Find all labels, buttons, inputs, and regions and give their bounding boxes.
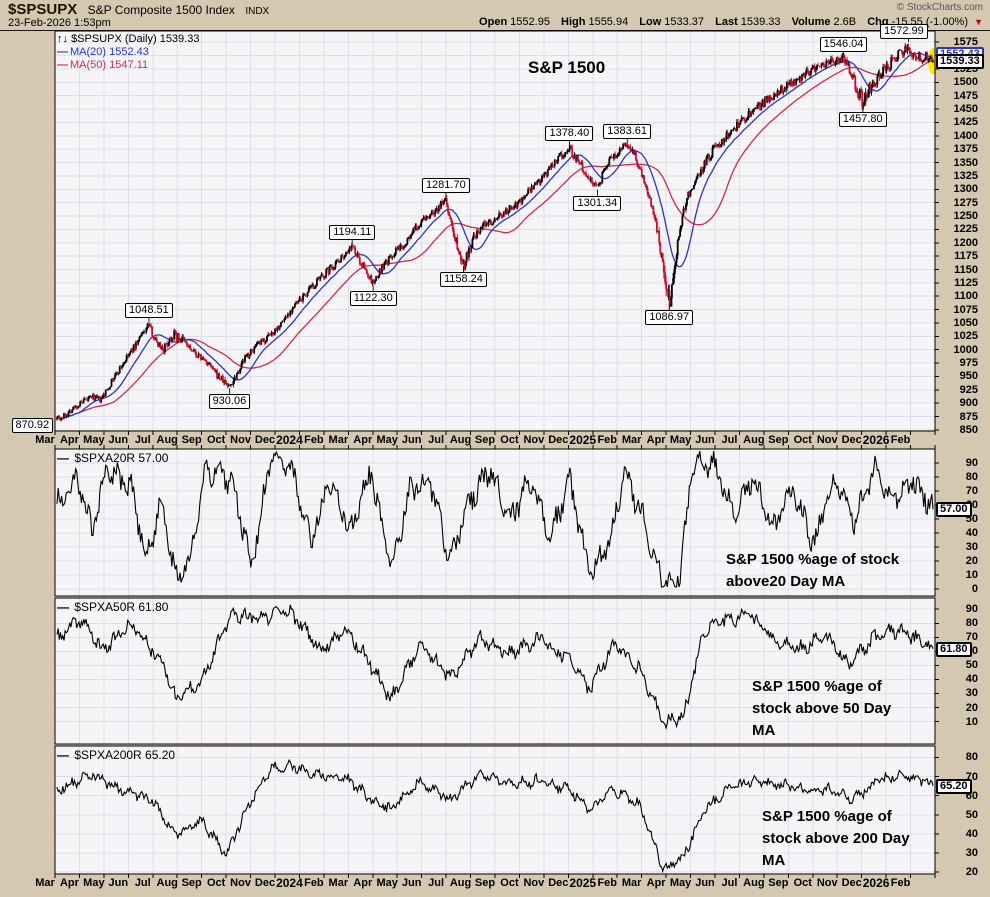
chart-datetime: 23-Feb-2026 1:53pm [8,17,111,29]
spxa50r-value-box: 61.80 [936,641,972,657]
ma20-legend: MA(20) 1552.43 [70,46,149,58]
volume-label: Volume [791,16,831,28]
line-swatch: — [57,600,69,614]
note-line: MA [762,852,786,869]
high-value: 1555.94 [588,16,629,28]
ma50-legend: MA(50) 1547.11 [70,59,149,71]
spxa20r-legend: $SPXA20R 57.00 [74,451,169,465]
note-above-50dma: S&P 1500 %age of stock above 50 Day MA [752,676,891,742]
spxa200r-legend: $SPXA200R 65.20 [74,748,176,762]
high-label: High [561,16,586,28]
note-line: S&P 1500 %age of stock [726,551,900,568]
price-arrows-icon[interactable]: ↑↓ [57,33,68,45]
note-line: MA [752,722,776,739]
quote-bar: Open 1552.95 High 1555.94 Low 1533.37 Last 1… [471,16,983,28]
spxa20r-line [56,450,934,588]
open-value: 1552.95 [510,16,550,28]
ma20-line [56,52,934,419]
low-label: Low [639,16,662,28]
spxa200r-line [56,758,934,874]
exchange-label: INDX [245,6,270,17]
chg-down-triangle-icon: ▼ [974,17,983,27]
spxa50r-legend: $SPXA50R 61.80 [74,600,169,614]
spxa50r-line [56,604,934,730]
last-value: 1539.33 [740,16,781,28]
panel-legend-spxa50r: — $SPXA50R 61.80 [57,600,168,614]
open-label: Open [479,16,508,28]
candles-up-bodies [56,46,934,420]
note-line: stock above 200 Day [762,830,910,847]
note-line: S&P 1500 %age of [762,808,892,825]
title-row: $SPSUPX S&P Composite 1500 Index INDX [8,1,269,19]
last-label: Last [715,16,738,28]
line-swatch: — [57,451,69,465]
note-line: stock above 50 Day [752,700,892,717]
ma20-line-swatch: — [57,46,68,58]
spxa200r-value-box: 65.20 [936,778,972,794]
panel-legend-spxa200r: — $SPXA200R 65.20 [57,748,175,762]
index-name: S&P Composite 1500 Index [87,3,235,17]
volume-value: 2.6B [833,16,857,28]
chart-header: $SPSUPX S&P Composite 1500 Index INDX 23… [0,0,990,31]
main-chart-legend: ↑↓ $SPSUPX (Daily) 1539.33 — MA(20) 1552.… [57,33,199,72]
note-above-200dma: S&P 1500 %age of stock above 200 Day MA [762,806,910,872]
last-price-axis-box: 1539.33 [936,54,984,70]
note-line: above20 Day MA [726,573,846,590]
note-above-20dma: S&P 1500 %age of stock above20 Day MA [726,549,899,593]
ma50-line [56,59,934,419]
note-line: S&P 1500 %age of [752,678,882,695]
symbol-label: $SPSUPX [8,1,78,18]
line-swatch: — [57,748,69,762]
copyright-label: © StockCharts.com [896,2,983,13]
spxa20r-value-box: 57.00 [936,502,972,518]
panel-legend-spxa20r: — $SPXA20R 57.00 [57,451,168,465]
low-value: 1533.37 [664,16,705,28]
chart-title-annotation: S&P 1500 [528,58,606,77]
candles-down-bodies [58,46,933,420]
panel-border [54,597,936,745]
ma50-line-swatch: — [57,59,68,71]
main-legend-title: $SPSUPX (Daily) 1539.33 [71,33,200,45]
